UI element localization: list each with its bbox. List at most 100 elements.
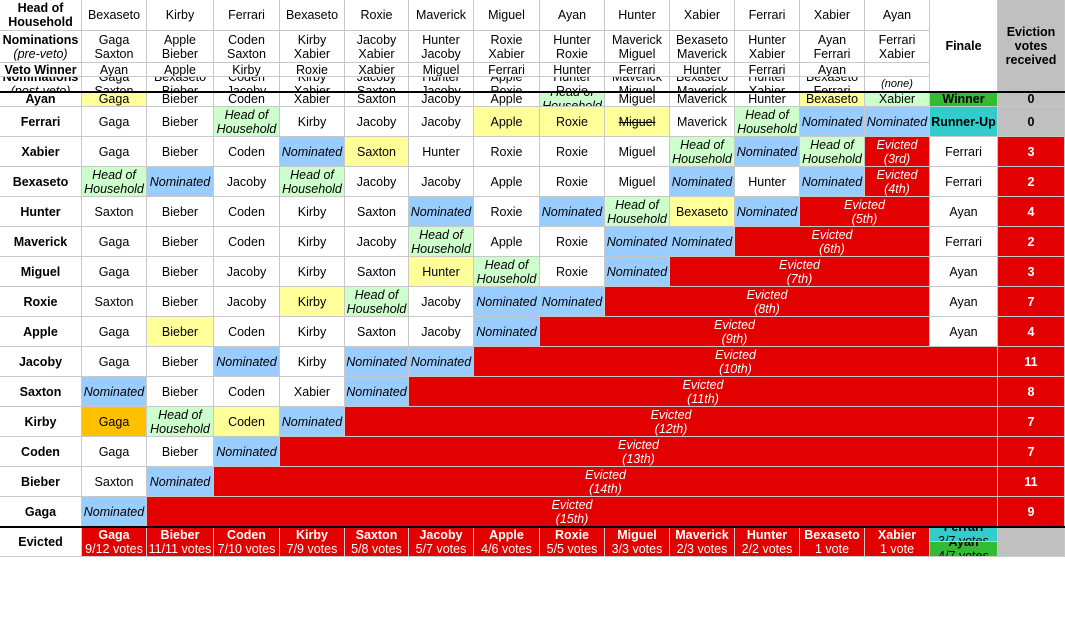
veto-winner-name: Xabier [358, 63, 395, 77]
vote-text: Nominated [476, 324, 537, 339]
vote-cell: Bieber [147, 437, 214, 467]
evicted-text: Evicted [715, 347, 756, 362]
vote-text: Gaga [98, 234, 130, 249]
nominee-name: Miguel [618, 46, 656, 61]
houseguest-name-cell: Gaga [0, 497, 82, 527]
vote-text: Household [737, 121, 797, 136]
finale-vote-cell: Runner-Up [930, 107, 998, 137]
week-nominations-pre-cell: Maverick Miguel [605, 31, 670, 63]
vote-text: Bexaseto [675, 204, 729, 219]
week-nominations-pre-cell: Gaga Saxton [82, 31, 147, 63]
vote-cell: Head of Household [540, 92, 605, 107]
eviction-votes-cell: 0 [998, 92, 1065, 107]
eviction-votes-count: 2 [1027, 234, 1035, 249]
evicted-order: (8th) [754, 301, 780, 316]
nominee-name: Jacoby [421, 46, 461, 61]
nominee-name: Bexaseto [153, 77, 207, 84]
vote-cell: Roxie [540, 137, 605, 167]
vote-text: Nominated [541, 294, 603, 309]
week-nominations-post-cell: Bexaseto Maverick [670, 77, 735, 92]
eviction-votes-count: 9 [1027, 504, 1035, 519]
nominee-name: Apple [164, 32, 196, 47]
vote-text: Head of [550, 92, 594, 99]
vote-text: Saxton [94, 474, 134, 489]
evicted-vote-count: 2/2 votes [741, 541, 793, 556]
header-votes-text: received [1005, 52, 1057, 67]
finale-vote-cell: Winner [930, 92, 998, 107]
finale-vote-cell: Ayan [930, 197, 998, 227]
evicted-text: Evicted [779, 257, 820, 272]
eviction-votes-cell: 11 [998, 347, 1065, 377]
eviction-votes-cell: 7 [998, 437, 1065, 467]
week-nominations-pre-cell: Ferrari Xabier [865, 31, 930, 63]
evicted-order: (9th) [721, 331, 748, 346]
eviction-votes-cell: 7 [998, 407, 1065, 437]
vote-cell: Gaga [82, 347, 147, 377]
evicted-row-label: Evicted [0, 527, 82, 557]
evicted-text: Evicted [746, 287, 788, 302]
vote-cell: Kirby [280, 347, 345, 377]
houseguest-name-cell: Kirby [0, 407, 82, 437]
vote-cell: Gaga [82, 257, 147, 287]
eviction-votes-cell: 2 [998, 167, 1065, 197]
vote-text: Coden [228, 92, 265, 106]
vote-text: Nominated [671, 174, 733, 189]
week-nominations-post-cell: Hunter Jacoby [409, 77, 474, 92]
week-veto-cell: Roxie [280, 63, 345, 77]
vote-text: Kirby [297, 324, 327, 339]
vote-text: Jacoby [226, 294, 267, 309]
vote-cell: Bieber [147, 317, 214, 347]
vote-cell: Nominated [280, 407, 345, 437]
vote-text: Gaga [98, 264, 130, 279]
vote-cell: Saxton [345, 197, 409, 227]
houseguest-name: Roxie [23, 294, 58, 309]
week-hoh-name: Miguel [488, 8, 525, 22]
houseguest-name: Bieber [21, 474, 60, 489]
evicted-vote-count: 2/3 votes [676, 541, 728, 556]
evicted-row-votes-blank [998, 527, 1065, 557]
vote-cell: Roxie [540, 167, 605, 197]
evicted-summary-cell: Xabier 1 vote [865, 527, 930, 557]
evicted-cell: Evicted (9th) [540, 317, 930, 347]
houseguest-name-cell: Jacoby [0, 347, 82, 377]
vote-cell: Coden [214, 197, 280, 227]
vote-text: Saxton [357, 144, 396, 159]
vote-text: Household [282, 181, 342, 196]
week-veto-cell: Hunter [670, 63, 735, 77]
evicted-summary-cell: Maverick 2/3 votes [670, 527, 735, 557]
finale-winner-name: Ayan [948, 542, 979, 549]
houseguest-name: Ferrari [20, 114, 61, 129]
vote-text: Nominated [606, 264, 668, 279]
veto-winner-name: Kirby [232, 63, 261, 77]
vote-cell: Head of Household [605, 197, 670, 227]
vote-text: Nominated [281, 144, 343, 159]
vote-cell: Kirby [280, 227, 345, 257]
veto-winner-name: Hunter [683, 63, 721, 77]
vote-text: Bieber [161, 114, 199, 129]
nominee-name: Hunter [748, 32, 786, 47]
header-label-text: Head of [17, 1, 64, 15]
vote-cell: Hunter [409, 137, 474, 167]
eviction-votes-count: 8 [1027, 384, 1035, 399]
vote-text: Coden [228, 384, 265, 399]
evicted-vote-count: 4/6 votes [481, 541, 532, 556]
week-hoh-cell: Maverick [409, 0, 474, 31]
vote-cell: Nominated [409, 197, 474, 227]
vote-text: Kirby [297, 264, 327, 279]
vote-cell: Bieber [147, 377, 214, 407]
week-hoh-cell: Ayan [540, 0, 605, 31]
vote-text: Bieber [161, 384, 199, 399]
nominee-name: Saxton [357, 84, 396, 92]
evicted-cell: Evicted (12th) [345, 407, 998, 437]
eviction-votes-cell: 11 [998, 467, 1065, 497]
vote-cell: Jacoby [345, 107, 409, 137]
evicted-vote-count: 9/12 votes [85, 541, 143, 556]
vote-text: Nominated [801, 114, 863, 129]
nominee-name: Ayan [817, 32, 847, 47]
vote-text: Coden [228, 204, 265, 219]
evicted-name: Xabier [877, 527, 917, 542]
vote-text: Jacoby [226, 174, 267, 189]
evicted-text: Evicted [650, 407, 692, 422]
nominee-name: Ferrari [878, 32, 916, 47]
vote-cell: Jacoby [214, 287, 280, 317]
